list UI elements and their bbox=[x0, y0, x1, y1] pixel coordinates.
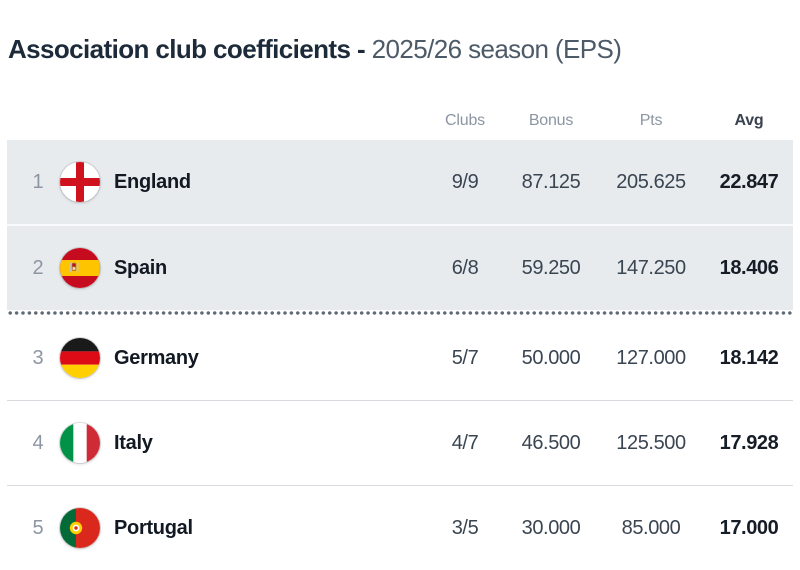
country-name: Spain bbox=[114, 256, 167, 279]
page-title-season: 2025/26 season (EPS) bbox=[371, 34, 622, 64]
avg-value: 22.847 bbox=[719, 170, 779, 193]
rank: 3 bbox=[32, 346, 44, 369]
header-pts: Pts bbox=[639, 112, 663, 129]
pts-value: 147.250 bbox=[616, 256, 686, 279]
clubs-value: 6/8 bbox=[451, 256, 479, 279]
italy-flag-icon bbox=[60, 423, 100, 463]
header-avg: Avg bbox=[734, 112, 764, 129]
table-row[interactable]: 2 Spain 6/8 59.250 147.250 18.406 bbox=[7, 224, 793, 310]
country-name: Germany bbox=[114, 346, 199, 369]
qualification-cutoff-divider bbox=[7, 310, 793, 316]
avg-value: 18.142 bbox=[719, 346, 779, 369]
avg-value: 18.406 bbox=[719, 256, 779, 279]
bonus-value: 59.250 bbox=[521, 256, 581, 279]
table-header-row: Clubs Bonus Pts Avg bbox=[7, 64, 793, 140]
bonus-value: 30.000 bbox=[521, 516, 581, 539]
bonus-value: 87.125 bbox=[521, 170, 581, 193]
rank: 4 bbox=[32, 431, 44, 454]
page-title: Association club coefficients - 2025/26 … bbox=[8, 34, 800, 64]
portugal-flag-icon bbox=[60, 508, 100, 548]
clubs-value: 9/9 bbox=[451, 170, 479, 193]
clubs-value: 5/7 bbox=[451, 346, 479, 369]
bonus-value: 50.000 bbox=[521, 346, 581, 369]
clubs-value: 4/7 bbox=[451, 431, 479, 454]
country-name: England bbox=[114, 170, 191, 193]
clubs-value: 3/5 bbox=[451, 516, 479, 539]
page-title-main: Association club coefficients - bbox=[8, 34, 372, 64]
header-bonus: Bonus bbox=[528, 112, 574, 129]
rank: 5 bbox=[32, 516, 44, 539]
rank: 2 bbox=[32, 256, 44, 279]
table-body: 1 England 9/9 87.125 205.625 22.847 2 bbox=[7, 140, 793, 570]
england-flag-icon bbox=[60, 162, 100, 202]
table-row[interactable]: 4 Italy 4/7 46.500 125.500 17.928 bbox=[7, 400, 793, 485]
pts-value: 85.000 bbox=[621, 516, 681, 539]
coefficients-table: Clubs Bonus Pts Avg 1 England 9/9 87.125… bbox=[7, 64, 793, 570]
bonus-value: 46.500 bbox=[521, 431, 581, 454]
country-name: Portugal bbox=[114, 516, 193, 539]
table-row[interactable]: 1 England 9/9 87.125 205.625 22.847 bbox=[7, 140, 793, 224]
country-name: Italy bbox=[114, 431, 153, 454]
avg-value: 17.928 bbox=[719, 431, 779, 454]
avg-value: 17.000 bbox=[719, 516, 779, 539]
pts-value: 125.500 bbox=[616, 431, 686, 454]
pts-value: 127.000 bbox=[616, 346, 686, 369]
rank: 1 bbox=[32, 170, 44, 193]
germany-flag-icon bbox=[60, 338, 100, 378]
table-row[interactable]: 5 Portugal 3/5 30.000 85.000 17.000 bbox=[7, 485, 793, 570]
pts-value: 205.625 bbox=[616, 170, 686, 193]
header-clubs: Clubs bbox=[445, 112, 485, 129]
table-row[interactable]: 3 Germany 5/7 50.000 127.000 18.142 bbox=[7, 316, 793, 400]
spain-flag-icon bbox=[60, 248, 100, 288]
